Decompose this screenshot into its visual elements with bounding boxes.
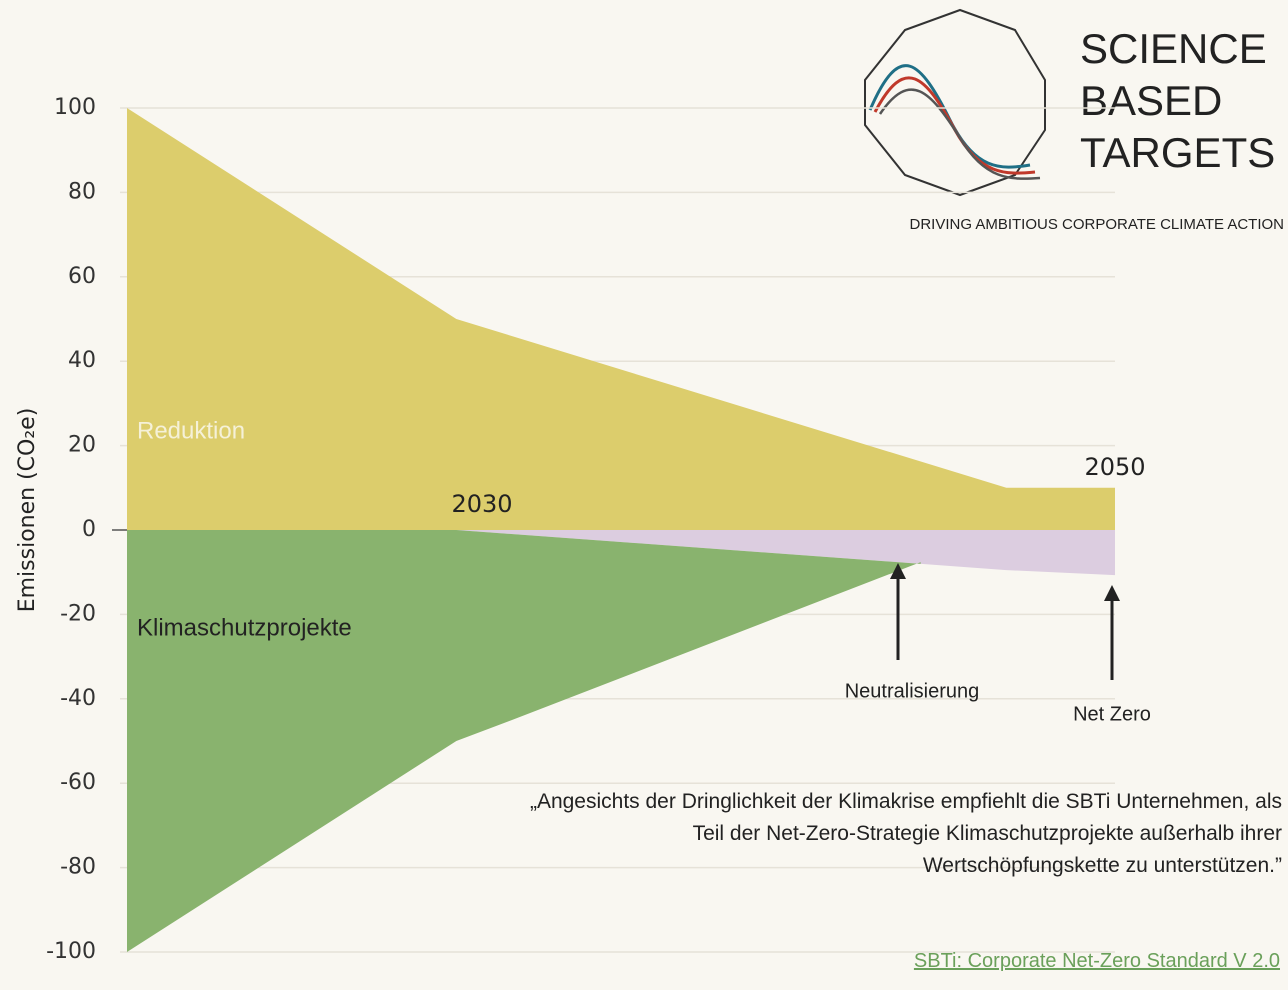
logo-wave (868, 64, 1031, 169)
annotation: 2050 (1084, 453, 1145, 481)
y-tick-label: -80 (60, 855, 96, 880)
y-tick-label: 100 (54, 95, 96, 120)
y-tick-label: -60 (60, 770, 96, 795)
area (456, 530, 1115, 576)
logo-wave (873, 76, 1036, 175)
arrow-head (890, 563, 906, 579)
area (127, 530, 921, 952)
logo-text: BASED (1080, 77, 1222, 124)
annotation: Neutralisierung (845, 680, 980, 702)
y-tick-label: -20 (60, 601, 96, 626)
area (127, 108, 1115, 530)
logo-tagline: DRIVING AMBITIOUS CORPORATE CLIMATE ACTI… (910, 216, 1285, 233)
logo-ring (864, 8, 1046, 197)
annotation: 2030 (451, 490, 512, 518)
y-tick-label: -40 (60, 686, 96, 711)
logo-text: TARGETS (1080, 129, 1275, 176)
annotation: Net Zero (1073, 703, 1151, 725)
y-tick-label: 20 (68, 433, 96, 458)
y-axis-label: Emissionen (CO₂e) (15, 408, 40, 613)
arrow-head (1104, 585, 1120, 601)
area-label: Reduktion (137, 417, 245, 444)
quote: „Angesichts der Dringlichkeit der Klimak… (529, 790, 1282, 877)
y-tick-label: -100 (46, 939, 96, 964)
logo-text: SCIENCE (1080, 25, 1267, 72)
y-tick-label: 40 (68, 348, 96, 373)
area-label: Klimaschutzprojekte (137, 614, 352, 641)
source-link[interactable]: SBTi: Corporate Net-Zero Standard V 2.0 (913, 950, 1280, 972)
y-tick-label: 80 (68, 179, 96, 204)
y-tick-label: 60 (68, 264, 96, 289)
y-tick-label: 0 (82, 517, 96, 542)
logo-wave (878, 88, 1041, 180)
logo: SCIENCE BASED TARGETS DRIVING AMBITIOUS … (864, 8, 1285, 233)
